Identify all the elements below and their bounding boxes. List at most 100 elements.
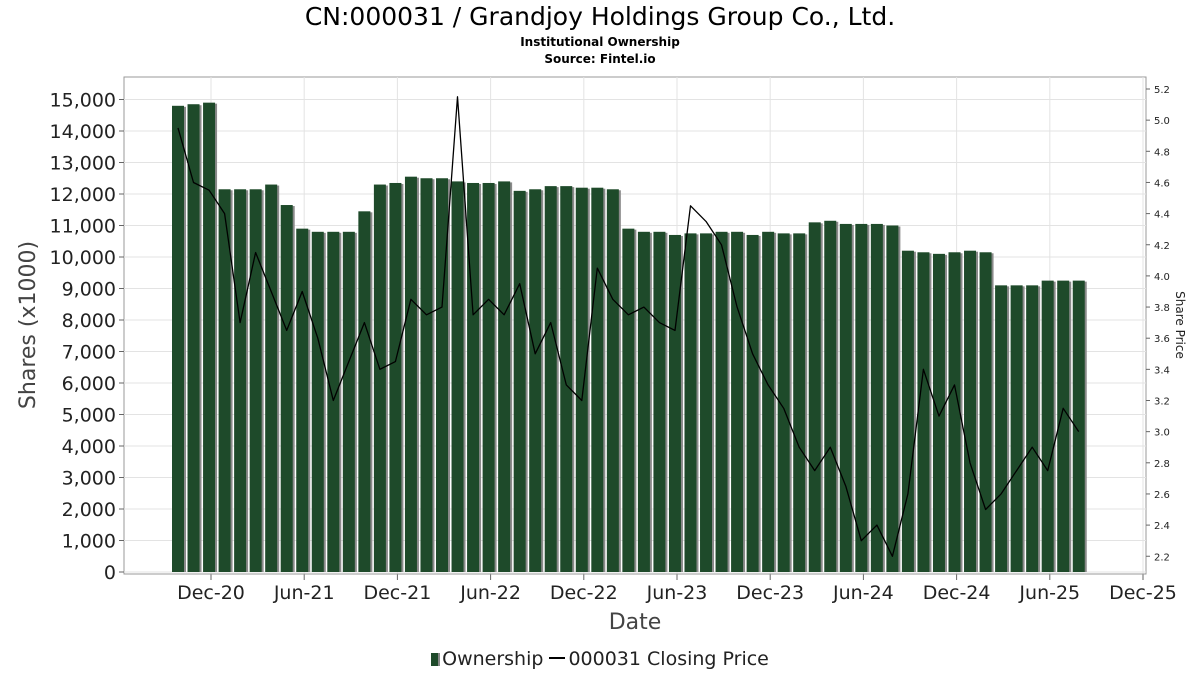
y-tick-label: 12,000 <box>50 184 116 206</box>
bar <box>1010 285 1023 572</box>
y-tick-label: 1,000 <box>62 531 116 553</box>
y2-tick-label: 2.8 <box>1154 459 1170 470</box>
bar <box>808 222 821 572</box>
x-tick-label: Dec-22 <box>550 582 618 604</box>
bar <box>948 252 961 572</box>
bar <box>839 223 852 573</box>
x-tick-label: Dec-25 <box>1109 582 1177 604</box>
bar <box>1041 280 1054 572</box>
x-axis: Dec-20 Jun-21 Dec-21 Jun-22 Dec-22 Jun-23 Dec-… <box>124 573 1177 604</box>
bar <box>513 190 526 572</box>
bar <box>793 233 806 572</box>
bar <box>901 250 914 572</box>
y-tick-label: 14,000 <box>50 121 116 143</box>
legend-ownership-swatch <box>431 653 441 666</box>
x-tick-label: Dec-23 <box>736 582 804 604</box>
bar <box>731 231 744 573</box>
bar <box>1026 285 1039 572</box>
bar <box>746 234 759 572</box>
y2-tick-label: 3.6 <box>1154 334 1170 345</box>
bar <box>218 189 231 572</box>
y-tick-label: 5,000 <box>62 405 116 427</box>
bar <box>762 231 775 573</box>
bar <box>467 182 480 572</box>
y-tick-label: 6,000 <box>62 373 116 395</box>
bar <box>575 187 588 572</box>
y-tick-label: 4,000 <box>62 436 116 458</box>
y-axis-label: Shares (x1000) <box>16 241 41 409</box>
bar <box>715 231 728 573</box>
y2-tick-label: 4.4 <box>1154 210 1170 221</box>
bar <box>187 104 200 572</box>
y2-tick-label: 2.2 <box>1154 552 1170 563</box>
bar <box>296 228 309 572</box>
x-tick-label: Jun-23 <box>646 582 708 604</box>
bar <box>404 176 417 573</box>
bar <box>203 102 216 573</box>
bar <box>311 231 324 573</box>
x-tick-label: Jun-25 <box>1018 582 1080 604</box>
y-tick-label: 10,000 <box>50 247 116 269</box>
bar <box>436 178 449 572</box>
bar <box>498 181 511 572</box>
legend-price-swatch <box>549 657 566 659</box>
y-tick-label: 8,000 <box>62 310 116 332</box>
bar <box>932 253 945 572</box>
y-tick-label: 3,000 <box>62 468 116 490</box>
y2-tick-label: 4.2 <box>1154 241 1170 252</box>
y2-tick-label: 5.0 <box>1154 116 1170 127</box>
y-tick-label: 9,000 <box>62 279 116 301</box>
bar <box>824 220 837 572</box>
chart-title: CN:000031 / Grandjoy Holdings Group Co.,… <box>304 2 896 31</box>
y-tick-label: 15,000 <box>50 90 116 112</box>
bars <box>172 102 1087 573</box>
bar <box>917 252 930 572</box>
x-axis-label: Date <box>609 610 662 635</box>
y2-tick-label: 4.6 <box>1154 178 1170 189</box>
bar <box>172 105 184 573</box>
bar <box>622 228 635 572</box>
bar <box>451 181 464 572</box>
bar <box>995 285 1008 572</box>
y-tick-label: 2,000 <box>62 499 116 521</box>
y-tick-label: 11,000 <box>50 216 116 238</box>
y-tick-label: 7,000 <box>62 342 116 364</box>
y-axis: 0 1,000 2,000 3,000 4,000 5,000 6,000 7,000 8,00… <box>50 90 124 584</box>
bar <box>265 184 278 573</box>
y-tick-label: 0 <box>104 562 116 584</box>
bar <box>249 189 262 572</box>
bar <box>637 231 650 573</box>
y2-tick-label: 4.8 <box>1154 147 1170 158</box>
bar <box>280 205 293 572</box>
price-line <box>177 96 1080 557</box>
y2-axis: 2.2 2.4 2.6 2.8 3.0 3.2 3.4 3.6 3.8 4.0 4.2 4.4 4.6 4… <box>1146 85 1170 563</box>
bar <box>700 233 713 572</box>
x-tick-label: Jun-24 <box>832 582 894 604</box>
bar <box>777 233 790 572</box>
y2-tick-label: 3.2 <box>1154 397 1170 408</box>
bar <box>684 233 697 572</box>
bar <box>420 178 433 572</box>
bar <box>591 187 604 572</box>
x-tick-label: Dec-24 <box>923 582 991 604</box>
bar <box>979 252 992 572</box>
bar <box>389 182 402 572</box>
bar <box>964 250 977 572</box>
bar <box>668 234 681 572</box>
bar <box>544 186 557 572</box>
legend: Ownership 000031 Closing Price <box>0 648 1200 670</box>
y2-tick-label: 5.2 <box>1154 85 1170 96</box>
bar <box>358 211 371 572</box>
price-line-group <box>177 96 1080 557</box>
bar <box>529 189 542 572</box>
bar <box>870 223 883 573</box>
bar <box>653 231 666 573</box>
bar <box>1072 280 1085 572</box>
x-tick-label: Jun-22 <box>459 582 521 604</box>
y2-tick-label: 2.4 <box>1154 521 1170 532</box>
y2-tick-label: 3.4 <box>1154 365 1170 376</box>
y2-tick-label: 3.8 <box>1154 303 1170 314</box>
chart-subtitle: Institutional Ownership <box>520 35 680 49</box>
bar <box>886 225 899 572</box>
chart-source: Source: Fintel.io <box>544 52 656 66</box>
